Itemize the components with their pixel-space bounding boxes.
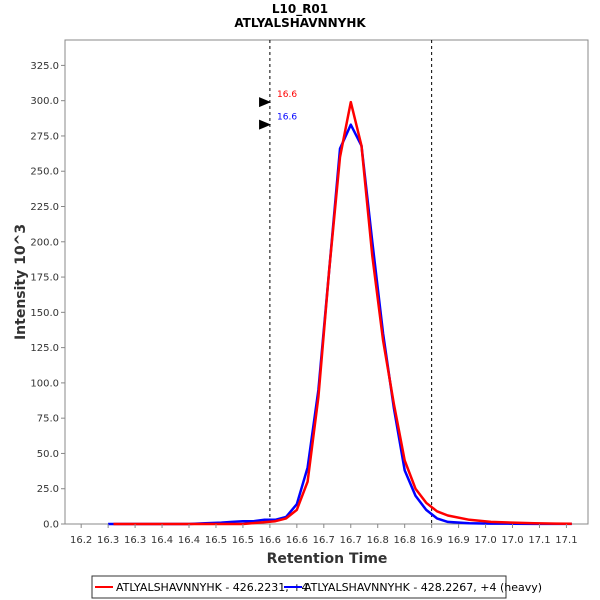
- y-tick-label: 175.0: [30, 273, 59, 284]
- legend-label-heavy: ATLYALSHAVNNYHK - 428.2267, +4 (heavy): [304, 581, 542, 594]
- peak-label-heavy: 16.6: [277, 113, 297, 123]
- x-tick-label: 16.8: [394, 535, 416, 546]
- y-axis-label: Intensity 10^3: [13, 224, 29, 340]
- y-tick-label: 200.0: [30, 237, 59, 248]
- x-tick-label: 16.8: [367, 535, 389, 546]
- y-tick-label: 275.0: [30, 131, 59, 142]
- y-tick-label: 100.0: [30, 378, 59, 389]
- series-line-light: [113, 100, 572, 526]
- y-tick-label: 50.0: [37, 449, 59, 460]
- x-tick-label: 16.9: [447, 535, 469, 546]
- y-tick-label: 125.0: [30, 343, 59, 354]
- y-axis: 0.0 25.0 50.0 75.0 100.0 125.0 150.0 175.0 200.0…: [30, 61, 65, 531]
- y-tick-label: 250.0: [30, 167, 59, 178]
- x-tick-label: 17.1: [528, 535, 550, 546]
- x-tick-label: 16.2: [70, 535, 92, 546]
- x-axis: 16.2 16.3 16.3 16.4 16.4 16.5 16.5 16.6 16.6 16.7…: [70, 524, 578, 546]
- legend: ATLYALSHAVNNYHK - 426.2231, +4 ATLYALSHA…: [91, 575, 542, 599]
- y-tick-label: 325.0: [30, 61, 59, 72]
- peak-markers: 16.6 16.6: [259, 90, 297, 130]
- x-tick-label: 16.6: [259, 535, 281, 546]
- series-layer: [108, 100, 572, 526]
- y-tick-label: 25.0: [37, 484, 59, 495]
- peak-label-light: 16.6: [277, 90, 297, 100]
- series-line-heavy: [108, 123, 572, 526]
- x-tick-label: 16.4: [151, 535, 173, 546]
- x-tick-label: 17.1: [555, 535, 577, 546]
- chart-title: L10_R01: [272, 2, 328, 17]
- x-tick-label: 16.4: [178, 535, 200, 546]
- y-tick-label: 225.0: [30, 202, 59, 213]
- y-tick-label: 300.0: [30, 96, 59, 107]
- x-tick-label: 16.3: [97, 535, 119, 546]
- x-tick-label: 17.0: [501, 535, 523, 546]
- plot-frame: [64, 39, 589, 525]
- x-tick-label: 16.7: [340, 535, 362, 546]
- x-tick-label: 16.5: [232, 535, 254, 546]
- chart-subtitle: ATLYALSHAVNNYHK: [234, 16, 366, 30]
- legend-label-light: ATLYALSHAVNNYHK - 426.2231, +4: [116, 581, 309, 594]
- y-tick-label: 75.0: [37, 414, 59, 425]
- x-tick-label: 17.0: [474, 535, 496, 546]
- x-tick-label: 16.9: [421, 535, 443, 546]
- x-axis-label: Retention Time: [267, 551, 388, 567]
- x-tick-label: 16.6: [286, 535, 308, 546]
- x-tick-label: 16.3: [124, 535, 146, 546]
- y-tick-label: 0.0: [43, 520, 59, 531]
- peak-arrow-icon: [259, 119, 272, 130]
- y-tick-label: 150.0: [30, 308, 59, 319]
- x-tick-label: 16.7: [313, 535, 335, 546]
- peak-boundaries: [269, 40, 433, 524]
- peak-arrow-icon: [259, 97, 272, 108]
- x-tick-label: 16.5: [205, 535, 227, 546]
